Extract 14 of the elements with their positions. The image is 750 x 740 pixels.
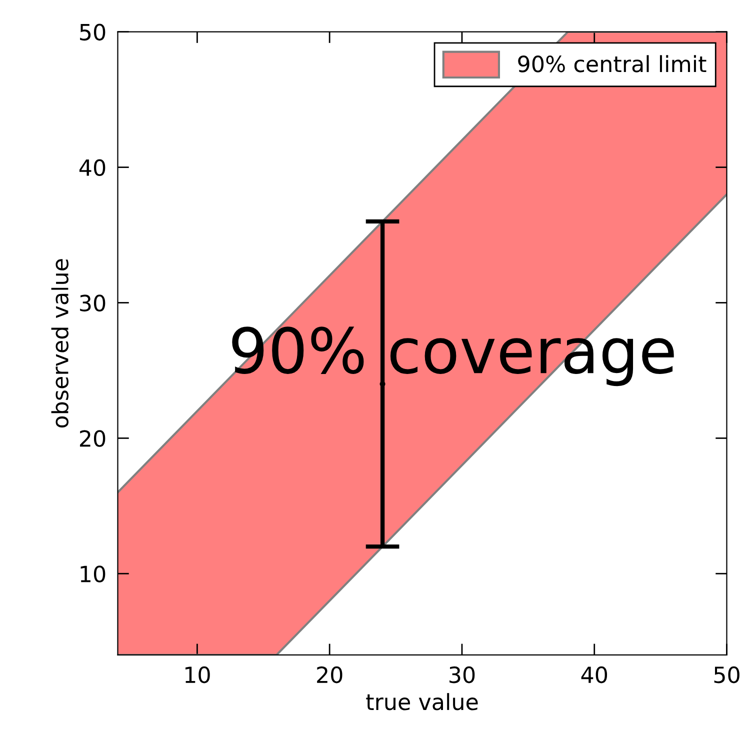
x-tick-label: 10 [185, 666, 210, 684]
x-axis-title: true value [366, 693, 478, 710]
y-tick-label: 50 [80, 24, 106, 41]
y-tick-label: 20 [80, 430, 106, 447]
x-tick-label: 30 [450, 666, 475, 684]
x-tick-label: 40 [581, 666, 608, 684]
y-axis-title: observed value [51, 259, 68, 428]
x-tick-label: 20 [317, 666, 342, 684]
y-tick-label: 40 [79, 159, 106, 176]
annotation: 90% coverage [232, 326, 674, 386]
x-tick-label: 50 [714, 666, 740, 684]
legend-label: 90% central limit [518, 55, 706, 72]
y-tick-label: 30 [80, 294, 106, 312]
y-tick-label: 10 [80, 566, 106, 582]
